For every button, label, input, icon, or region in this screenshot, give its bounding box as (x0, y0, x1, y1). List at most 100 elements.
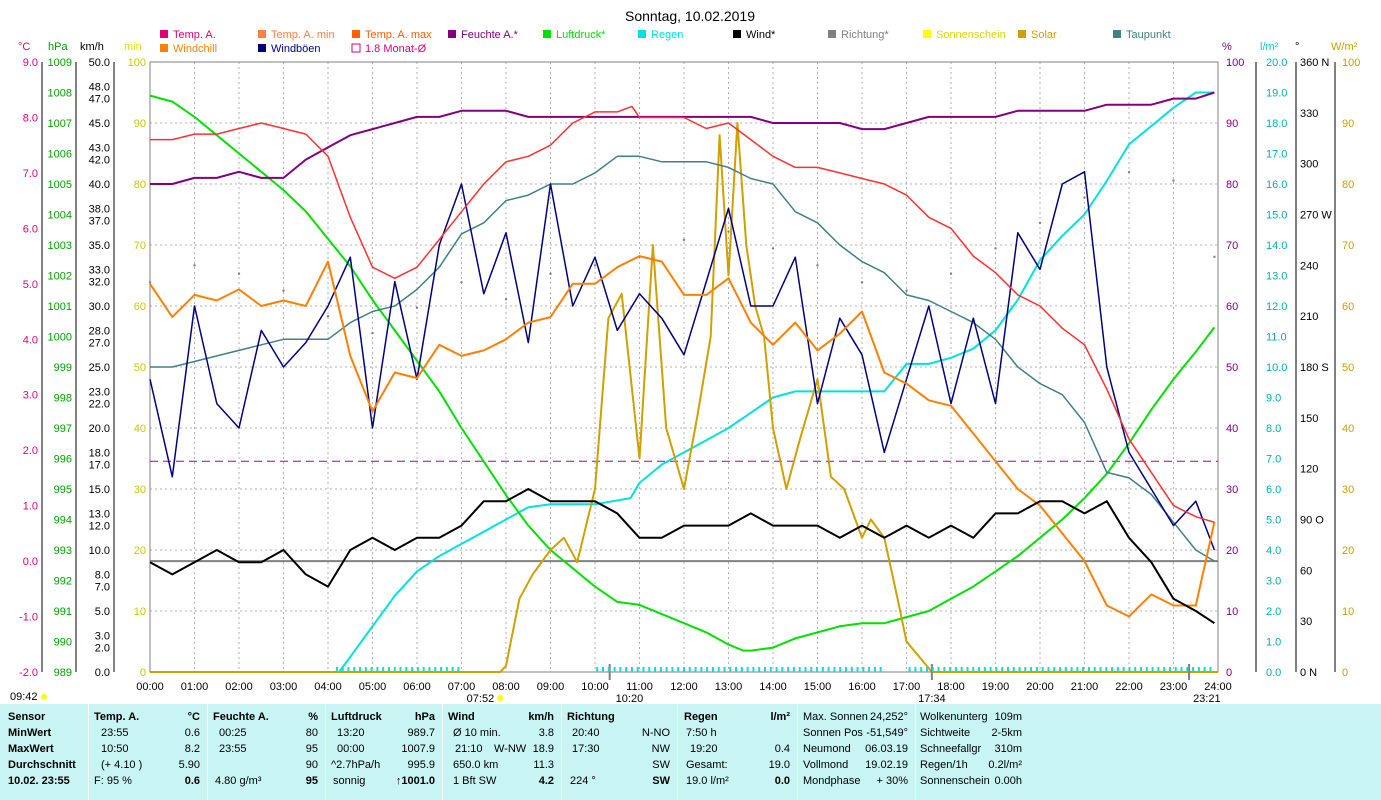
y-tick-label: 10 (1342, 606, 1354, 618)
y-tick-label: 90 (134, 118, 146, 130)
y-tick-label: 17.0 (1266, 149, 1287, 161)
y-tick-label: 1005 (48, 179, 72, 191)
max-sun-label: Max. Sonnen (803, 711, 868, 723)
wind-current-value: 4.2 (538, 775, 554, 787)
humidity-max-time: 23:55 (219, 743, 247, 755)
y-tick-label: 7.0 (23, 168, 38, 180)
temp-min-time: 23:55 (101, 727, 129, 739)
y-tick-label: 14.0 (1266, 240, 1287, 252)
y-tick-label: -1.0 (19, 612, 38, 624)
sensor-header: Sensor (8, 711, 46, 723)
rain-total-value: 19.0 (768, 759, 790, 771)
rain-header: Regen (684, 711, 718, 723)
y-tick-label: 1007 (48, 118, 72, 130)
sunset-label: 17:34 (918, 693, 946, 704)
legend-label: Windböen (271, 43, 321, 55)
forecast-text: sonnig (333, 775, 366, 787)
y-tick-label: 270 W (1300, 210, 1332, 222)
series-line-windb-en (149, 171, 1216, 551)
y-tick-label: 60 (1300, 565, 1312, 577)
time-markers: 09:42 07:52 10:20 17:34 23:21 (10, 664, 1221, 704)
x-tick-label: 03:00 (270, 681, 298, 693)
y-tick-label: 1.0 (23, 501, 38, 513)
y-tick-label: 18.0 (89, 447, 110, 459)
y-tick-label: 3.0 (95, 630, 110, 642)
y-tick-label: 90 (1342, 118, 1354, 130)
sun-pos-label: Sonnen Pos (803, 727, 863, 739)
series-point-richtung (460, 281, 463, 284)
x-tick-label: 24:00 (1204, 681, 1232, 693)
noon-label: 10:20 (616, 693, 644, 704)
direction-header: Richtung (567, 711, 615, 723)
legend-swatch (351, 43, 361, 53)
series-point-richtung (148, 281, 152, 284)
moon-icon (41, 694, 47, 700)
x-tick-label: 23:00 (1160, 681, 1188, 693)
cloud-base-label: Wolkenunterg (920, 711, 988, 723)
pressure-header: Luftdruck (331, 711, 382, 723)
humidity-current-value: 95 (305, 775, 318, 787)
y-tick-label: 10 (134, 606, 146, 618)
series-line-windchill (149, 255, 1216, 618)
series-point-richtung (1083, 196, 1086, 199)
y-tick-label: 19.0 (1266, 88, 1287, 100)
legend-swatch (1113, 30, 1121, 38)
y-tick-label: 90 (1226, 118, 1238, 130)
series-point-richtung (905, 289, 908, 292)
y-tick-label: 180 S (1300, 362, 1329, 374)
series-point-richtung (282, 289, 285, 292)
axis-unit-label: min (124, 41, 142, 53)
x-tick-label: 13:00 (715, 681, 743, 693)
series-point-richtung (1127, 170, 1131, 174)
x-tick-label: 08:00 (492, 681, 520, 693)
y-tick-label: 40 (1226, 423, 1238, 435)
y-tick-label: -2.0 (19, 667, 38, 679)
x-tick-label: 02:00 (225, 681, 253, 693)
y-tick-label: 30.0 (89, 301, 110, 313)
y-tick-label: 13.0 (1266, 271, 1287, 283)
y-tick-label: 1000 (48, 332, 72, 344)
current-row-label: 10.02. 23:55 (8, 775, 70, 787)
y-tick-label: 60 (1226, 301, 1238, 313)
footer-divider (561, 704, 562, 800)
x-tick-label: 10:00 (581, 681, 609, 693)
direction-r2-time: 17:30 (572, 743, 600, 755)
y-tick-label: 80 (134, 179, 146, 191)
moonset-label: 23:21 (1193, 693, 1221, 704)
pressure-avg-value: 995.9 (407, 759, 435, 771)
wind-avg10-value: 3.8 (538, 727, 554, 739)
footer-divider (442, 704, 443, 800)
x-tick-label: 15:00 (804, 681, 832, 693)
snowline-value: 310m (994, 743, 1022, 755)
axis-unit-labels: °C hPa km/h min% l/m² ° W/m² (18, 41, 1358, 53)
y-tick-label: 20.0 (89, 423, 110, 435)
y-tick-label: 32.0 (89, 277, 110, 289)
wind-avg10-label: Ø 10 min. (453, 727, 501, 739)
y-tick-label: 70 (134, 240, 146, 252)
humidity-min-time: 00:25 (219, 727, 247, 739)
axis-unit-label: ° (1295, 41, 1299, 53)
legend-label: Feuchte A.* (461, 29, 519, 41)
y-tick-label: 10.0 (1266, 362, 1287, 374)
footer-divider (207, 704, 208, 800)
full-moon-value: 19.02.19 (865, 759, 908, 771)
y-tick-label: 0 (140, 667, 146, 679)
y-tick-label: 40.0 (89, 179, 110, 191)
y-tick-label: 90 O (1300, 515, 1324, 527)
rain-rate-value: 0.2l/m² (988, 759, 1022, 771)
humidity-max-value: 95 (305, 743, 318, 755)
y-tick-label: 1006 (48, 149, 72, 161)
y-tick-label: 40 (134, 423, 146, 435)
legend-label: Wind* (746, 29, 776, 41)
y-tick-label: 15.0 (1266, 210, 1287, 222)
legend-swatch (923, 30, 931, 38)
series-line-wind (149, 488, 1215, 625)
y-tick-label: 13.0 (89, 508, 110, 520)
y-tick-label: 70 (1342, 240, 1354, 252)
y-tick-label: 7.0 (1266, 454, 1281, 466)
rain-rate-label: Regen/1h (920, 759, 968, 771)
temp-unit: °C (187, 711, 200, 723)
series-point-richtung (682, 238, 686, 242)
wind-avg-value: 11.3 (533, 759, 554, 771)
x-tick-label: 06:00 (403, 681, 431, 693)
